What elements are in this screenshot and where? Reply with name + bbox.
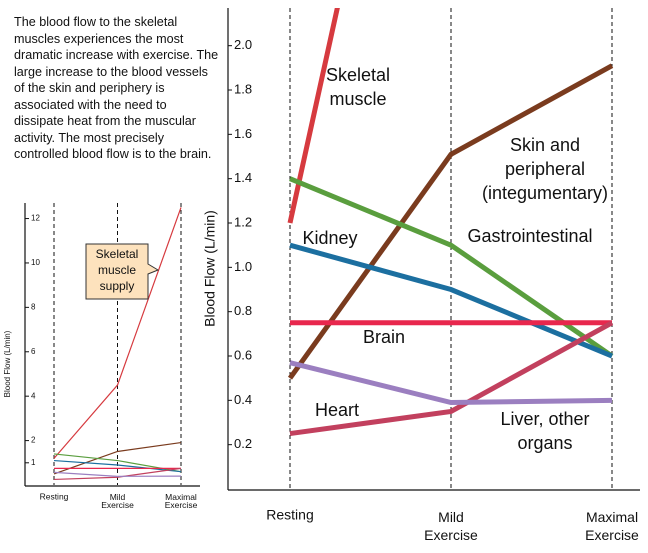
y-tick-label: 4 (31, 391, 36, 400)
series-line (53, 207, 182, 459)
series-label: Heart (315, 400, 359, 420)
y-tick-label: 6 (31, 347, 36, 356)
callout (85, 243, 160, 300)
series-label: Skin and peripheral (integumentary) (482, 135, 608, 203)
annotation: Skeletal muscle supply (96, 247, 139, 293)
y-tick-label: 1.0 (234, 259, 252, 274)
y-tick-label: 0.6 (234, 347, 252, 362)
series-label: Liver, other organs (500, 409, 589, 453)
series-label: Brain (363, 327, 405, 347)
y-tick-label: 1.6 (234, 126, 252, 141)
y-tick-label: 0.8 (234, 303, 252, 318)
x-tick-label: Mild Exercise (424, 509, 478, 543)
series-line (53, 467, 182, 481)
series-label: Skeletal muscle (326, 65, 390, 109)
series-line (287, 63, 614, 380)
series-line (53, 441, 182, 475)
y-tick-label: 1 (31, 458, 36, 467)
series-line (289, 176, 614, 359)
y-tick-label: 1.2 (234, 214, 252, 229)
series-label: Kidney (302, 228, 357, 248)
series-line (289, 320, 614, 437)
series-group (287, 8, 614, 437)
series-line (289, 360, 613, 406)
y-tick-label: 0.4 (234, 392, 252, 407)
y-tick-label: 12 (31, 214, 40, 223)
y-tick-label: 0.2 (234, 436, 252, 451)
series-line (53, 471, 182, 477)
y-tick-label: 1.4 (234, 170, 252, 185)
y-axis-label: Blood Flow (L/min) (3, 330, 12, 397)
series-label: Gastrointestinal (467, 226, 592, 246)
x-tick-label: Mild Exercise (101, 492, 134, 510)
x-tick-label: Resting (266, 507, 313, 523)
x-tick-label: Resting (40, 491, 69, 501)
y-tick-label: 8 (31, 302, 36, 311)
description: The blood flow to the skeletal muscles e… (14, 15, 219, 161)
x-tick-label: Maximal Exercise (585, 509, 639, 543)
x-tick-label: Maximal Exercise (165, 492, 198, 510)
series-line (53, 459, 182, 473)
series-line (289, 242, 613, 359)
y-tick-label: 2.0 (234, 37, 252, 52)
y-tick-label: 1.8 (234, 81, 252, 96)
y-tick-label: 10 (31, 258, 40, 267)
y-axis-label: Blood Flow (L/min) (202, 210, 218, 327)
y-tick-label: 2 (31, 436, 36, 445)
series-group (53, 207, 182, 481)
